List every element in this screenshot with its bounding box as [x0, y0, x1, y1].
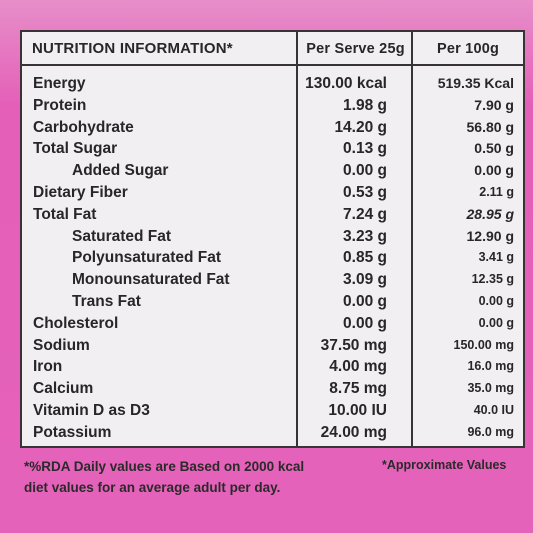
per-100g-value: 96.0 mg: [467, 424, 514, 439]
table-row: Vitamin D as D3 10.00 IU 40.0 IU: [22, 400, 523, 422]
per-100g-value: 0.00 g: [474, 162, 514, 179]
per-serve-value: 0.85 g: [343, 249, 387, 267]
table-row: Iron 4.00 mg 16.0 mg: [22, 356, 523, 378]
nutrient-name: Cholesterol: [33, 314, 119, 332]
nutrient-rows: Energy 130.00 kcal 519.35 Kcal Protein 1.98…: [22, 73, 523, 444]
nutrient-name: Energy: [33, 75, 86, 92]
per-serve-value: 8.75 mg: [329, 380, 387, 398]
column-header-per-serve: Per Serve 25g: [298, 32, 413, 66]
per-serve-value: 0.00 g: [343, 314, 387, 332]
per-100g-value: 0.00 g: [478, 293, 514, 308]
per-serve-value: 0.13 g: [343, 140, 387, 158]
per-serve-value: 37.50 mg: [320, 336, 387, 354]
nutrient-name: Carbohydrate: [33, 118, 134, 136]
table-row: Added Sugar 0.00 g 0.00 g: [22, 160, 523, 182]
per-100g-value: 150.00 mg: [453, 337, 514, 352]
per-100g-value: 0.00 g: [478, 315, 514, 330]
table-row: Protein 1.98 g 7.90 g: [22, 95, 523, 117]
per-serve-value: 130.00 kcal: [305, 75, 387, 92]
nutrient-name: Calcium: [33, 380, 94, 398]
per-serve-value: 4.00 mg: [329, 358, 387, 376]
per-serve-value: 24.00 mg: [320, 423, 387, 441]
table-row: Trans Fat 0.00 g 0.00 g: [22, 291, 523, 313]
table-row: Carbohydrate 14.20 g 56.80 g: [22, 117, 523, 139]
per-100g-value: 35.0 mg: [467, 381, 514, 396]
per-100g-value: 40.0 IU: [473, 402, 514, 417]
nutrient-name: Vitamin D as D3: [33, 401, 150, 419]
table-row: Total Sugar 0.13 g 0.50 g: [22, 138, 523, 160]
table-row: Calcium 8.75 mg 35.0 mg: [22, 378, 523, 400]
nutrient-name: Monounsaturated Fat: [72, 271, 230, 289]
table-row: Dietary Fiber 0.53 g 2.11 g: [22, 182, 523, 204]
table-row: Sodium 37.50 mg 150.00 mg: [22, 335, 523, 357]
per-100g-value: 7.90 g: [474, 96, 514, 113]
nutrient-name: Total Sugar: [33, 140, 118, 158]
per-serve-value: 10.00 IU: [328, 401, 387, 419]
nutrient-name: Saturated Fat: [72, 227, 172, 245]
per-100g-value: 2.11 g: [479, 184, 514, 199]
nutrient-name: Dietary Fiber: [33, 183, 128, 201]
nutrient-name: Protein: [33, 96, 87, 114]
nutrient-name: Added Sugar: [72, 162, 169, 180]
nutrient-name: Total Fat: [33, 205, 97, 223]
per-100g-value: 12.35 g: [471, 272, 514, 287]
rda-footnote-line1: *%RDA Daily values are Based on 2000 kca…: [24, 459, 305, 474]
per-serve-value: 1.98 g: [343, 96, 387, 114]
per-100g-value: 0.50 g: [474, 140, 514, 157]
table-row: Polyunsaturated Fat 0.85 g 3.41 g: [22, 247, 523, 269]
approximate-values-note: *Approximate Values: [382, 458, 507, 472]
table-row: Potassium 24.00 mg 96.0 mg: [22, 422, 523, 444]
per-serve-value: 0.00 g: [343, 162, 387, 180]
per-100g-value: 28.95 g: [466, 205, 514, 222]
table-row: Cholesterol 0.00 g 0.00 g: [22, 313, 523, 335]
per-100g-value: 519.35 Kcal: [437, 75, 514, 91]
per-100g-value: 16.0 mg: [467, 359, 514, 374]
per-serve-value: 0.53 g: [343, 183, 387, 201]
nutrient-name: Polyunsaturated Fat: [72, 249, 221, 267]
nutrient-name: Trans Fat: [72, 292, 141, 310]
per-100g-value: 3.41 g: [478, 250, 514, 265]
nutrient-name: Sodium: [33, 336, 90, 354]
rda-footnote-line2: diet values for an average adult per day…: [24, 480, 281, 495]
table-row: Monounsaturated Fat 3.09 g 12.35 g: [22, 269, 523, 291]
nutrient-name: Iron: [33, 358, 63, 376]
column-header-per-100g: Per 100g: [413, 32, 523, 66]
per-100g-value: 12.90 g: [466, 227, 514, 244]
nutrient-name: Potassium: [33, 423, 112, 441]
per-serve-value: 14.20 g: [334, 118, 387, 136]
per-serve-value: 3.09 g: [343, 271, 387, 289]
column-divider: [411, 32, 413, 446]
table-row: Total Fat 7.24 g 28.95 g: [22, 204, 523, 226]
table-title: NUTRITION INFORMATION*: [22, 32, 298, 66]
nutrition-table: NUTRITION INFORMATION* Per Serve 25g Per…: [20, 30, 525, 448]
per-serve-value: 7.24 g: [343, 205, 387, 223]
rda-footnote: *%RDA Daily values are Based on 2000 kca…: [24, 456, 324, 498]
per-serve-value: 3.23 g: [343, 227, 387, 245]
table-row: Saturated Fat 3.23 g 12.90 g: [22, 226, 523, 248]
table-row: Energy 130.00 kcal 519.35 Kcal: [22, 73, 523, 95]
per-serve-value: 0.00 g: [343, 292, 387, 310]
per-100g-value: 56.80 g: [466, 118, 514, 135]
column-divider: [296, 32, 298, 446]
